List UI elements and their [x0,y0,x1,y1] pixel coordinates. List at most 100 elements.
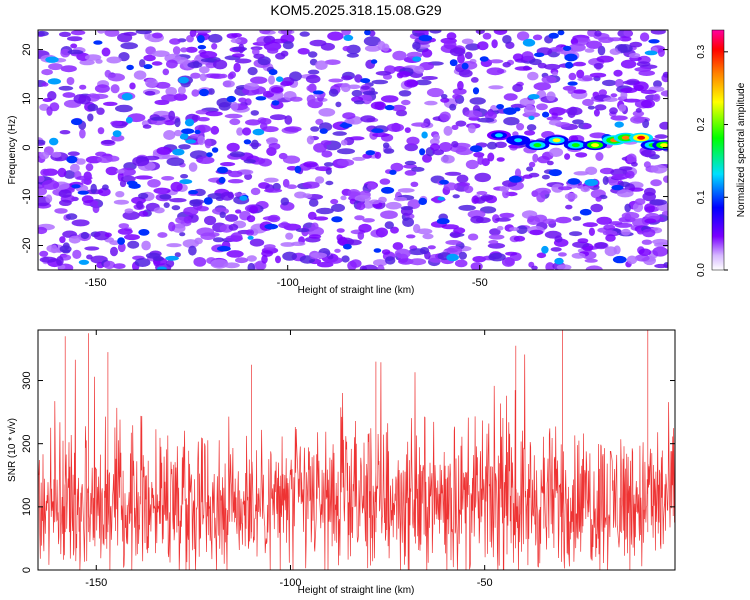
heatmap-cell [528,172,540,178]
heatmap-cell [331,203,345,212]
heatmap-cell [406,80,419,87]
heatmap-cell [375,71,392,76]
heatmap-cell [49,137,59,146]
heatmap-cell [212,237,225,243]
heatmap-cell [195,109,209,115]
heatmap-cell [377,264,385,270]
heatmap-cell [398,90,412,97]
heatmap-cell [327,31,344,41]
heatmap-cell [177,86,186,95]
heatmap-cell [452,88,467,95]
heatmap-cell [124,234,140,241]
heatmap-cell [369,199,380,205]
heatmap-cell [513,107,521,112]
heatmap-cell [196,156,215,164]
heatmap-cell [79,84,87,90]
heatmap-cell [565,204,573,210]
heatmap-cell [380,95,399,103]
heatmap-cell [394,248,411,259]
heatmap-cell [621,228,631,236]
heatmap-cell [360,78,371,84]
heatmap-cell [541,245,549,254]
heatmap-cell [437,196,445,201]
heatmap-cell [354,215,365,221]
heatmap-cell [508,175,522,183]
heatmap-cell [352,156,366,161]
heatmap-cell [170,181,183,192]
heatmap-cell [340,195,347,201]
signal-point [552,138,561,143]
heatmap-cell [106,155,120,162]
heatmap-y-ticks: -20 -10 0 10 20 [21,43,668,253]
heatmap-cell [302,181,320,189]
heatmap-cell [589,72,607,78]
heatmap-cell [469,97,486,105]
heatmap-cell [243,82,260,91]
heatmap-cell [213,59,228,70]
heatmap-cell [609,107,618,115]
heatmap-cell [582,123,592,129]
heatmap-cell [536,252,547,259]
heatmap-cell [602,230,618,236]
heatmap-cell [139,59,146,68]
heatmap-cell [308,234,322,239]
heatmap-cell [328,78,344,83]
heatmap-cell [171,205,181,211]
heatmap-cell [261,254,268,264]
heatmap-cell [38,226,48,235]
heatmap-cell [341,122,349,129]
heatmap-cell [631,161,638,167]
heatmap-cell [144,155,160,161]
heatmap-cell [548,32,559,39]
heatmap-cell [138,192,149,199]
heatmap-cell [47,78,62,85]
heatmap-cell [372,132,390,138]
heatmap-cell [305,74,321,84]
heatmap-cell [80,231,90,240]
heatmap-cell [207,193,226,199]
x-tick-label: -100 [279,577,301,589]
y-tick-label: 10 [21,92,33,104]
heatmap-cell [414,65,425,74]
heatmap-cell [417,228,433,235]
heatmap-cell [120,42,138,50]
heatmap-cell [335,101,342,108]
colorbar-label: Normalized spectral amplitude [736,82,747,217]
heatmap-cell [486,67,505,76]
heatmap-cell [471,195,480,204]
heatmap-cell [310,126,320,132]
heatmap-cell [98,187,111,197]
heatmap-cell [470,262,483,270]
heatmap-cell [40,168,50,177]
heatmap-cell [67,151,80,156]
heatmap-cell [384,104,395,111]
heatmap-cell [386,123,404,132]
heatmap-cell [103,260,116,270]
heatmap-cell [551,183,564,193]
heatmap-cell [178,76,189,84]
heatmap-cell [244,173,253,181]
heatmap-cell [349,136,365,141]
heatmap-cell [526,124,537,131]
heatmap-cell [586,40,603,49]
heatmap-cell [341,255,350,263]
heatmap-cell [653,80,662,88]
heatmap-cell [594,104,607,111]
heatmap-cell [110,120,123,126]
heatmap-cell [480,194,494,201]
heatmap-cell [310,252,328,259]
heatmap-cell [611,173,629,180]
heatmap-cell [411,122,428,127]
heatmap-cell [617,44,633,53]
heatmap-cell [286,184,298,189]
heatmap-cell [421,76,438,80]
heatmap-cell [278,222,292,229]
heatmap-cell [243,159,256,164]
heatmap-cell [120,175,136,183]
heatmap-cell [468,124,476,134]
heatmap-cell [652,238,668,245]
heatmap-cell [71,118,83,126]
heatmap-cell [306,226,324,237]
heatmap-cell [189,199,202,207]
